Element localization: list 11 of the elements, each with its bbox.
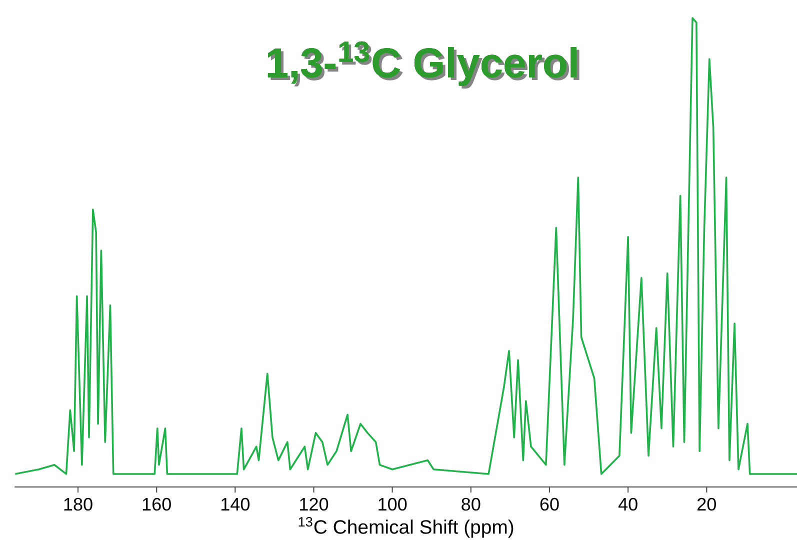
x-tick-label: 160 bbox=[142, 498, 171, 511]
x-tick-label: 60 bbox=[540, 498, 559, 511]
text: 1,3-$^{13}$C Glycerol bbox=[268, 41, 580, 89]
x-tick-label: 20 bbox=[698, 498, 716, 511]
x-tick-label: 140 bbox=[221, 498, 250, 511]
x-tick-label: 100 bbox=[378, 498, 407, 511]
x-tick-label: 80 bbox=[462, 498, 480, 511]
x-tick-label: 40 bbox=[618, 498, 638, 511]
x-axis-title: $^{13}$C Chemical Shift (ppm) bbox=[298, 516, 514, 538]
x-tick-label: 120 bbox=[300, 498, 328, 511]
x-tick-label: 180 bbox=[64, 498, 92, 511]
